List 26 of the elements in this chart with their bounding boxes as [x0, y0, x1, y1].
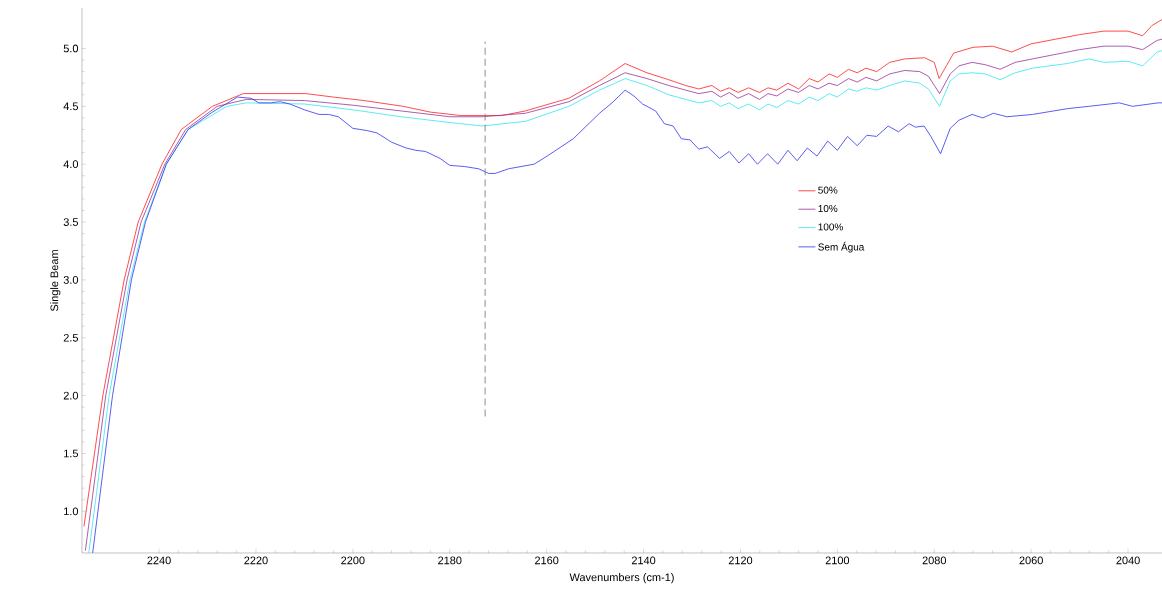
x-tick-label: 2200 [341, 556, 365, 565]
y-tick-label: 5.0 [63, 44, 79, 53]
y-tick-label: 3.0 [63, 276, 79, 284]
x-tick-label: 2100 [825, 556, 850, 565]
y-tick-label: 4.0 [63, 160, 79, 169]
y-tick-label: 1.0 [64, 507, 79, 516]
legend-label: 50% [818, 186, 838, 194]
legend-label: Sem Água [818, 241, 865, 253]
y-tick-label: 2.0 [63, 391, 79, 400]
x-tick-label: 2140 [631, 556, 656, 565]
x-tick-label: 2120 [728, 556, 753, 565]
y-tick-label: 4.5 [63, 102, 79, 111]
y-tick-label: 2.5 [63, 333, 79, 342]
x-axis-title: Wavenumbers (cm-1) [569, 573, 674, 584]
legend-label: 100% [818, 223, 843, 231]
y-tick-label: 1.5 [64, 449, 79, 458]
x-tick-label: 2060 [1019, 556, 1043, 565]
x-tick-label: 2080 [922, 556, 946, 565]
x-tick-label: 2160 [535, 556, 559, 565]
x-tick-label: 2180 [438, 556, 462, 565]
y-tick-label: 3.5 [63, 218, 79, 226]
x-tick-label: 2040 [1116, 556, 1140, 565]
legend-label: 10% [818, 204, 838, 213]
y-axis-title: Single Beam [50, 250, 61, 312]
x-tick-label: 2220 [244, 556, 268, 565]
x-tick-label: 2240 [147, 556, 171, 565]
